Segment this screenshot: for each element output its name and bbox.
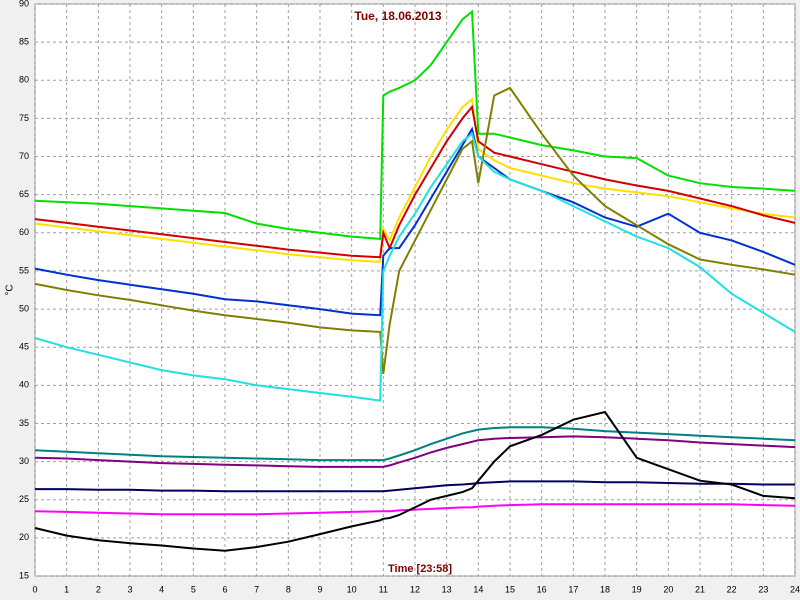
chart-title: Tue, 18.06.2013 <box>354 9 441 23</box>
x-tick-label: 4 <box>159 584 164 594</box>
series-line <box>35 480 795 493</box>
x-tick-label: 21 <box>695 584 705 594</box>
x-tick-label: 12 <box>410 584 420 594</box>
x-tick-label: 5 <box>191 584 196 594</box>
x-tick-label: 11 <box>379 584 388 594</box>
x-tick-label: 13 <box>442 584 452 594</box>
x-tick-label: 18 <box>600 584 610 594</box>
y-tick-label: 60 <box>19 227 29 237</box>
y-tick-label: 45 <box>19 342 29 352</box>
series-line <box>34 97 796 263</box>
x-tick-label: 0 <box>32 584 37 594</box>
series-line <box>34 435 796 468</box>
x-tick-label: 17 <box>568 584 578 594</box>
series-line <box>34 503 796 516</box>
y-tick-label: 85 <box>19 37 29 47</box>
series-line <box>34 9 796 240</box>
series-line <box>34 86 796 375</box>
y-tick-label: 50 <box>19 303 29 313</box>
x-axis-label: Time [23:58] <box>388 563 452 575</box>
x-tick-label: 6 <box>222 584 227 594</box>
x-tick-label: 23 <box>758 584 768 594</box>
x-tick-label: 8 <box>286 584 291 594</box>
series-line <box>34 426 796 462</box>
y-tick-label: 35 <box>19 418 29 428</box>
y-tick-label: 80 <box>19 75 29 85</box>
y-tick-label: 15 <box>19 570 29 580</box>
y-tick-label: 75 <box>19 113 29 123</box>
series-line <box>34 410 796 552</box>
series-line <box>34 126 796 317</box>
y-tick-label: 55 <box>19 265 29 275</box>
x-tick-label: 20 <box>663 584 673 594</box>
x-tick-label: 19 <box>632 584 642 594</box>
series-line <box>34 104 796 259</box>
x-tick-label: 14 <box>473 584 483 594</box>
x-tick-label: 1 <box>64 584 69 594</box>
y-tick-label: 90 <box>19 0 29 8</box>
x-tick-label: 7 <box>254 584 259 594</box>
x-tick-label: 3 <box>127 584 132 594</box>
x-tick-label: 22 <box>727 584 737 594</box>
y-axis-label: °C <box>5 284 16 295</box>
x-tick-label: 15 <box>505 584 515 594</box>
series-line <box>34 131 796 402</box>
y-tick-label: 25 <box>19 494 29 504</box>
x-tick-label: 2 <box>96 584 101 594</box>
lines <box>34 9 796 552</box>
x-tick-label: 9 <box>317 584 322 594</box>
y-tick-label: 30 <box>19 456 29 466</box>
x-tick-label: 24 <box>790 584 800 594</box>
x-tick-label: 10 <box>347 584 357 594</box>
y-tick-label: 70 <box>19 151 29 161</box>
x-tick-label: 16 <box>537 584 547 594</box>
y-tick-label: 65 <box>19 189 29 199</box>
y-tick-label: 20 <box>19 532 29 542</box>
y-tick-label: 40 <box>19 380 29 390</box>
